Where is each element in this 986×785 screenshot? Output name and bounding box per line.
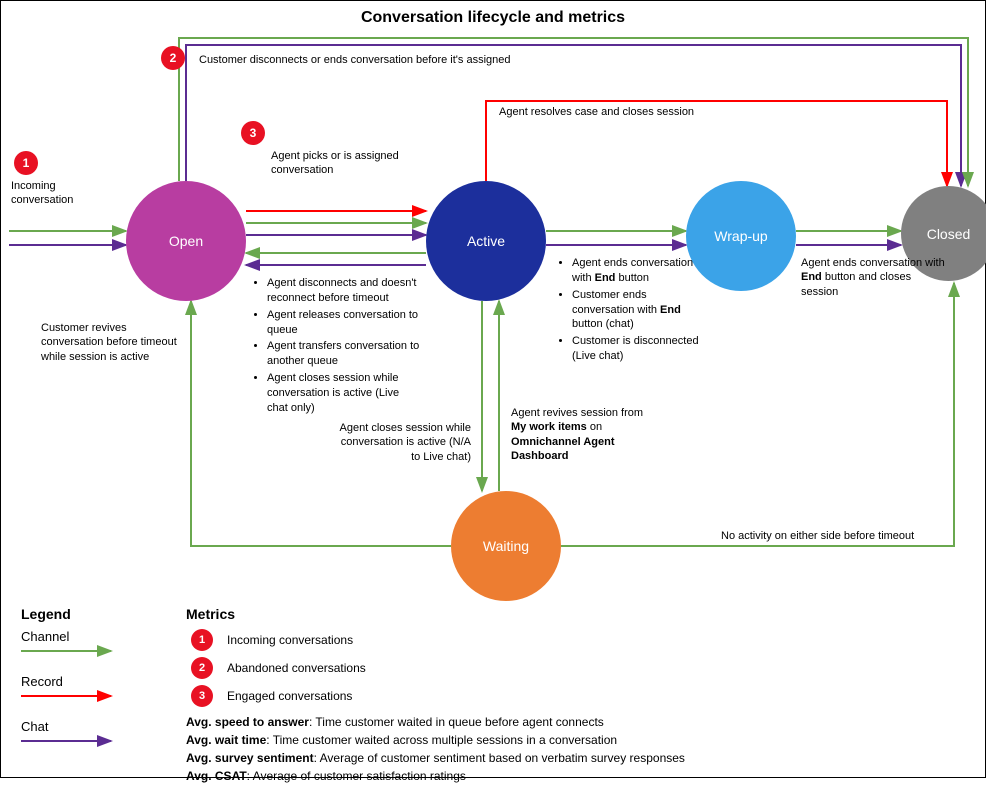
state-wrapup: Wrap-up <box>686 181 796 291</box>
state-active: Active <box>426 181 546 301</box>
metric-2: 2Abandoned conversations <box>191 657 366 679</box>
metrics-header: Metrics <box>186 606 235 622</box>
metric-3: 3Engaged conversations <box>191 685 352 707</box>
label-revive-open: Customer revives conversation before tim… <box>41 321 181 364</box>
metrics-averages: Avg. speed to answer: Time customer wait… <box>186 713 946 785</box>
label-assign: Agent picks or is assigned conversation <box>271 149 411 178</box>
diagram-canvas: Conversation lifecycle and metrics <box>0 0 986 778</box>
label-waiting-to-active: Agent revives session from My work items… <box>511 406 661 463</box>
legend-record: Record <box>21 674 63 689</box>
label-incoming: Incoming conversation <box>11 179 91 208</box>
label-abandon: Customer disconnects or ends conversatio… <box>199 53 599 67</box>
label-wrap-to-closed: Agent ends conversation with End button … <box>801 256 951 299</box>
bullets-active-to-open: Agent disconnects and doesn't reconnect … <box>251 276 421 418</box>
state-open: Open <box>126 181 246 301</box>
flow-arrows <box>1 1 986 779</box>
state-waiting: Waiting <box>451 491 561 601</box>
diagram-title: Conversation lifecycle and metrics <box>1 9 985 27</box>
legend-channel: Channel <box>21 629 69 644</box>
badge-1: 1 <box>14 151 38 175</box>
badge-3: 3 <box>241 121 265 145</box>
label-resolve: Agent resolves case and closes session <box>499 105 799 119</box>
metric-1: 1Incoming conversations <box>191 629 353 651</box>
legend-header: Legend <box>21 606 71 622</box>
bullets-active-to-wrap: Agent ends conversation with End buttonC… <box>556 256 701 366</box>
label-waiting-to-closed: No activity on either side before timeou… <box>721 529 981 543</box>
badge-2: 2 <box>161 46 185 70</box>
label-active-to-waiting: Agent closes session while conversation … <box>331 421 471 464</box>
legend-chat: Chat <box>21 719 48 734</box>
